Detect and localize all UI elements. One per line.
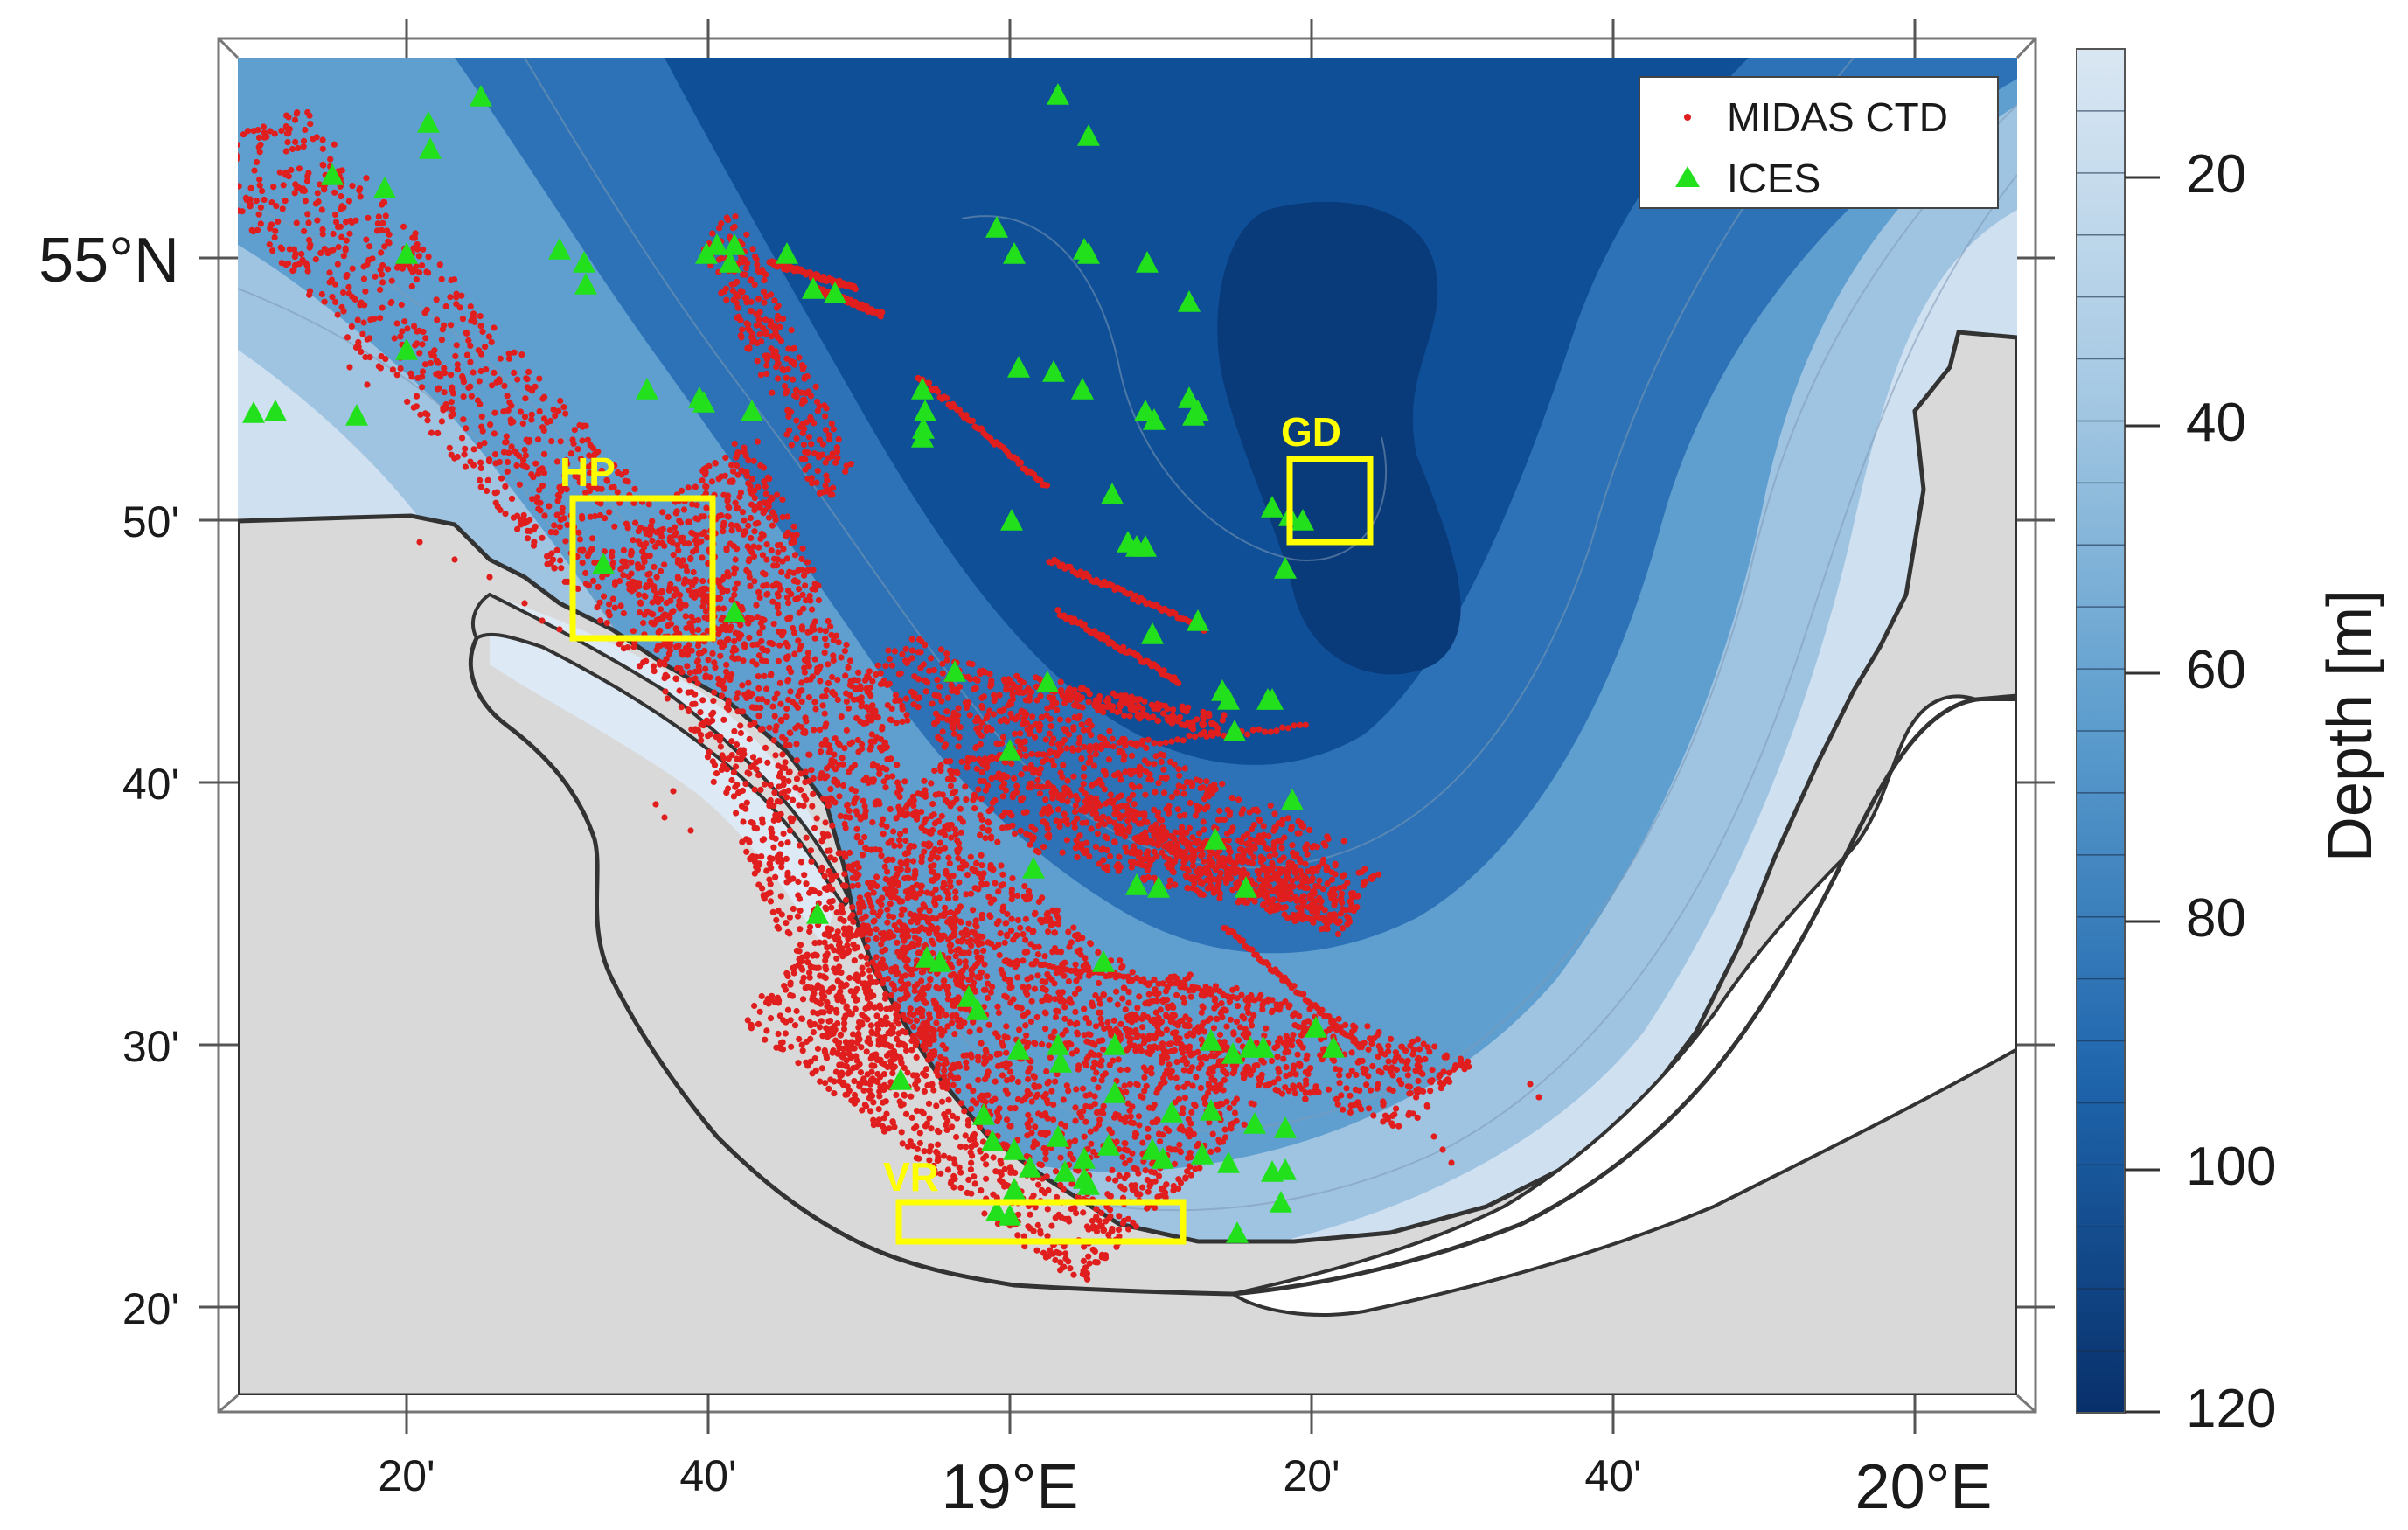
x-tick-label: 40' [1584,1451,1641,1500]
region-label-gd: GD [1281,409,1341,455]
legend-ctd-label: MIDAS CTD [1727,94,1948,140]
region-box-vr [895,1199,1187,1245]
colorbar-tick-label: 100 [2186,1137,2276,1197]
region-box-gd [1286,456,1374,546]
y-tick-label: 55°N [38,226,179,296]
depth-band-100m [665,58,1749,765]
x-tick-label: 20' [378,1451,435,1500]
colorbar-tick-label: 20 [2186,144,2246,205]
map-frame [217,37,2037,1414]
x-tick-label: 20°E [1855,1452,1993,1522]
y-tick-label: 40' [122,760,179,809]
vistula-lagoon [1228,694,2017,1317]
colorbar-tick-label: 80 [2186,888,2246,949]
region-label-hp: HP [560,449,616,495]
legend-ices-marker [1675,166,1700,187]
x-tick-label: 40' [679,1451,736,1500]
x-tick-label: 20' [1283,1451,1340,1500]
y-tick-label: 30' [122,1022,179,1071]
colorbar-tick-label: 40 [2186,393,2246,453]
land-mainland [238,330,2017,1395]
puck-bay [490,595,835,944]
region-label-vr: VR [883,1154,939,1200]
region-box-hp [569,495,716,642]
colorbar-tick-label: 60 [2186,640,2246,700]
legend-ctd-marker [1684,114,1691,121]
colorbar: 20 40 60 80 100 120 Depth [m] [2076,48,2385,1439]
depth-band-deep [1217,201,1461,675]
ices-stations [242,83,1345,1243]
colorbar-tick-label: 120 [2186,1379,2276,1439]
y-tick-label: 20' [122,1284,179,1333]
y-tick-label: 50' [122,497,179,546]
vistula-spit [1232,693,2017,1297]
legend: MIDAS CTD ICES [1639,76,1999,209]
colorbar-title: Depth [m] [2315,589,2385,862]
coastline-west [469,636,1234,1297]
x-tick-label: 19°E [942,1452,1079,1522]
legend-ices-label: ICES [1727,156,1820,201]
frame-ticks [199,19,2055,1434]
